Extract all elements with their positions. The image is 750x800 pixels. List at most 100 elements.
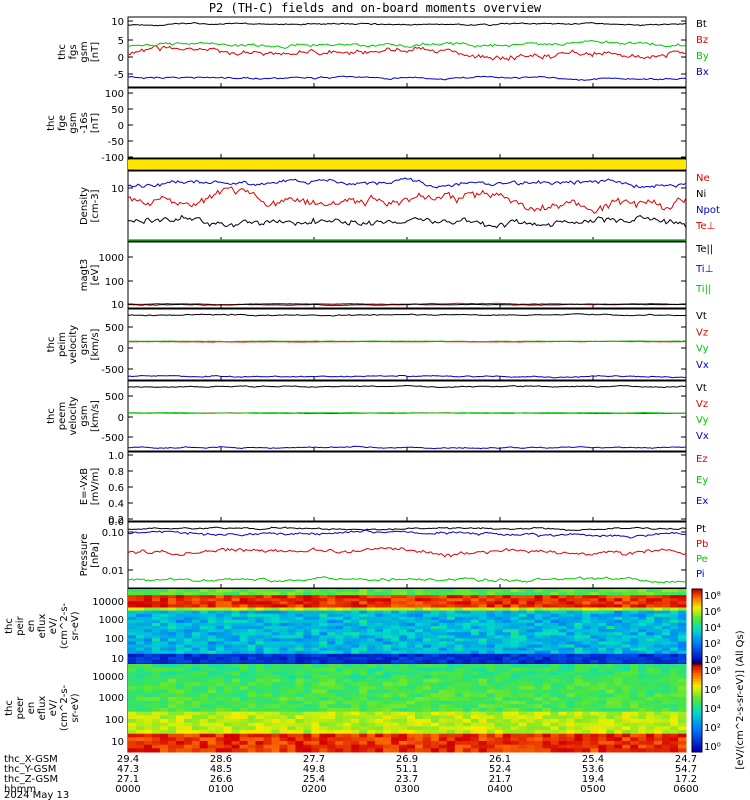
electron-spectrogram-cell: [143, 730, 153, 735]
ylabel-0-2: gsm: [79, 41, 90, 62]
electron-spectrogram-cell: [646, 704, 655, 709]
ion-spectrogram-cell: [271, 616, 280, 621]
ion-spectrogram-cell: [566, 656, 575, 661]
ion-spectrogram-cell: [622, 613, 631, 618]
electron-spectrogram-cell: [598, 678, 607, 683]
ion-spectrogram-cell: [319, 610, 328, 615]
electron-spectrogram-cell: [670, 697, 679, 702]
ion-spectrogram-cell: [383, 650, 392, 655]
ion-spectrogram-cell: [590, 613, 599, 618]
electron-spectrogram-cell: [335, 748, 344, 753]
colorbar-electron-cell: [692, 743, 702, 747]
ion-spectrogram-cell: [343, 659, 352, 664]
electron-spectrogram-cell: [327, 726, 336, 731]
electron-spectrogram-cell: [335, 711, 344, 716]
ion-spectrogram-cell: [590, 635, 599, 639]
colorbar-electron-cell: [692, 705, 702, 709]
electron-spectrogram-cell: [383, 715, 392, 720]
electron-spectrogram-cell: [215, 697, 225, 702]
electron-spectrogram-cell: [167, 682, 177, 687]
ion-spectrogram-cell: [558, 647, 567, 652]
ion-spectrogram-cell: [494, 656, 504, 661]
ion-spectrogram-cell: [151, 650, 161, 655]
electron-spectrogram-cell: [383, 675, 392, 680]
electron-spectrogram-cell: [638, 730, 647, 735]
ion-spectrogram-cell: [159, 601, 169, 605]
ion-spectrogram-cell: [207, 589, 217, 593]
electron-spectrogram-cell: [566, 675, 575, 680]
ion-spectrogram-cell: [430, 644, 440, 649]
ion-spectrogram-cell: [638, 647, 647, 652]
ion-spectrogram-cell: [391, 619, 400, 624]
ion-spectrogram-cell: [614, 589, 623, 593]
ion-spectrogram-cell: [255, 619, 264, 624]
electron-spectrogram-cell: [343, 715, 352, 720]
electron-spectrogram-cell: [510, 678, 520, 683]
electron-spectrogram-cell: [128, 704, 137, 709]
electron-spectrogram: [128, 664, 687, 753]
ion-spectrogram-cell: [287, 622, 296, 627]
electron-spectrogram-cell: [367, 708, 376, 713]
electron-spectrogram-cell: [590, 708, 599, 713]
ion-spectrogram-cell: [303, 629, 312, 633]
electron-spectrogram-cell: [271, 671, 280, 676]
ion-spectrogram-cell: [167, 601, 177, 605]
ion-spectrogram-cell: [311, 604, 320, 608]
ion-spectrogram-cell: [263, 653, 272, 658]
ion-spectrogram-cell: [462, 626, 472, 630]
electron-spectrogram-cell: [550, 711, 559, 716]
ion-spectrogram-cell: [303, 604, 312, 608]
ylabel-3-0: Density: [79, 187, 90, 225]
ion-spectrogram-cell: [462, 613, 472, 618]
ion-spectrogram-cell: [319, 607, 328, 612]
ion-spectrogram-cell: [582, 592, 591, 596]
electron-spectrogram-cell: [327, 711, 336, 716]
electron-spectrogram-cell: [383, 733, 392, 738]
electron-spectrogram-cell: [311, 664, 320, 669]
electron-spectrogram-cell: [486, 664, 496, 669]
ylabel-6-3: gsm: [79, 405, 90, 426]
electron-spectrogram-cell: [526, 686, 536, 691]
ion-spectrogram-cell: [159, 632, 169, 636]
ion-spectrogram-cell: [670, 619, 679, 624]
ion-spectrogram-cell: [375, 641, 384, 645]
ion-spectrogram-cell: [239, 647, 249, 652]
electron-spectrogram-cell: [136, 671, 145, 676]
electron-spectrogram-cell: [582, 675, 591, 680]
ion-spectrogram-cell: [510, 638, 520, 642]
ion-spectrogram-cell: [478, 638, 488, 642]
electron-spectrogram-cell: [446, 719, 456, 724]
ion-spectrogram-cell: [550, 622, 559, 627]
ion-spectrogram-cell: [646, 647, 655, 652]
electron-spectrogram-cell: [359, 682, 368, 687]
ion-spectrogram-cell: [223, 644, 233, 649]
electron-spectrogram-cell: [526, 748, 536, 753]
electron-spectrogram-cell: [494, 671, 504, 676]
electron-spectrogram-cell: [598, 682, 607, 687]
electron-spectrogram-cell: [199, 693, 209, 698]
ion-spectrogram-cell: [255, 656, 264, 661]
ion-spectrogram-cell: [359, 607, 368, 612]
legend-6-3: Vx: [696, 431, 709, 442]
ion-spectrogram-cell: [566, 626, 575, 630]
ion-spectrogram-cell: [614, 659, 623, 664]
ion-spectrogram-cell: [319, 589, 328, 593]
series-line-By: [127, 40, 687, 49]
ion-spectrogram-cell: [630, 644, 639, 649]
ion-spectrogram-cell: [502, 632, 512, 636]
ion-spectrogram-cell: [359, 601, 368, 605]
electron-spectrogram-cell: [159, 741, 169, 746]
electron-spectrogram-cell: [550, 741, 559, 746]
xaxis-value-3-4: 0400: [487, 784, 512, 795]
ion-spectrogram-cell: [407, 607, 416, 612]
ion-spectrogram-cell: [231, 595, 241, 599]
ion-spectrogram-cell: [526, 598, 536, 602]
electron-spectrogram-cell: [239, 748, 249, 753]
colorbar-ion-cell: [692, 626, 702, 629]
electron-spectrogram-cell: [470, 697, 480, 702]
electron-spectrogram-cell: [391, 737, 400, 742]
electron-spectrogram-cell: [375, 689, 384, 694]
electron-spectrogram-cell: [438, 737, 448, 742]
ion-spectrogram-cell: [303, 659, 312, 664]
ion-spectrogram-cell: [199, 604, 209, 608]
